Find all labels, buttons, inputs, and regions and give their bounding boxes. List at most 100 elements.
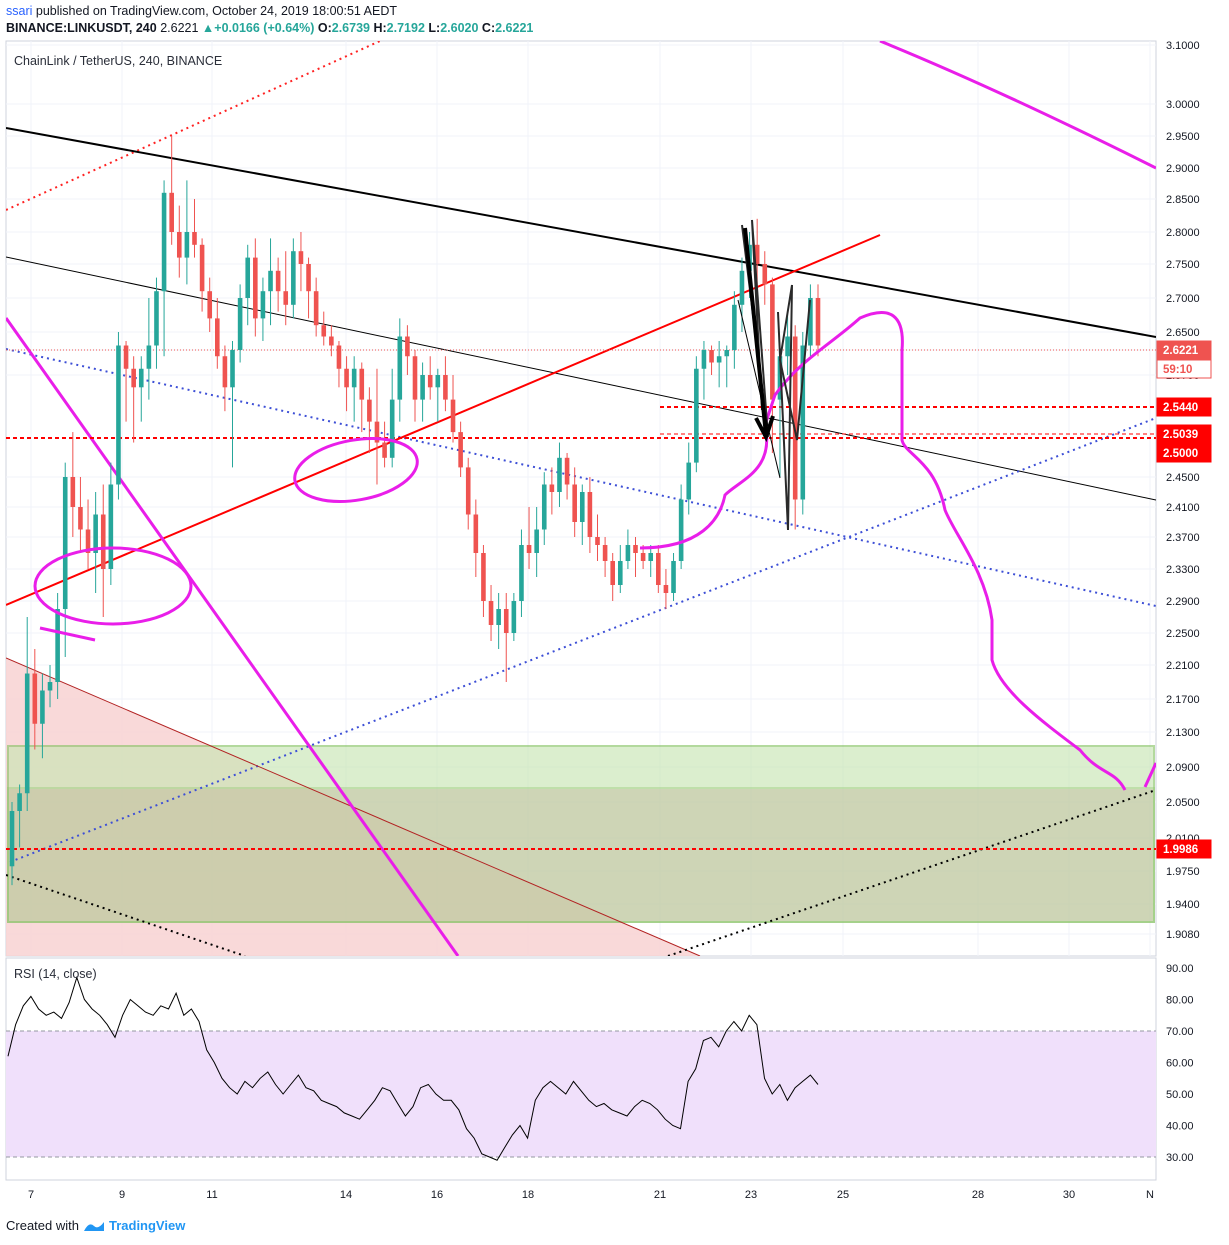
tradingview-brand[interactable]: TradingView	[108, 1218, 186, 1233]
candle[interactable]	[709, 345, 714, 376]
candle[interactable]	[808, 284, 813, 357]
candle[interactable]	[367, 387, 372, 453]
candle[interactable]	[443, 356, 448, 412]
candle[interactable]	[313, 277, 319, 337]
candle[interactable]	[169, 136, 174, 245]
candle[interactable]	[359, 362, 365, 433]
candle[interactable]	[678, 484, 684, 570]
candle[interactable]	[762, 251, 768, 305]
candle[interactable]	[321, 311, 327, 346]
candle[interactable]	[108, 462, 114, 585]
black-thin-trendline[interactable]	[6, 256, 1156, 501]
candle[interactable]	[602, 537, 608, 577]
candle[interactable]	[215, 298, 220, 369]
candle[interactable]	[610, 553, 615, 601]
price-axis[interactable]: 3.1000 3.0000 2.9500 2.9000 2.8500 2.8000 2.75…	[1166, 40, 1200, 941]
candle[interactable]	[557, 442, 562, 507]
candle[interactable]	[374, 368, 380, 485]
candle[interactable]	[405, 325, 410, 375]
candle[interactable]	[131, 356, 136, 443]
black-dotted-rising[interactable]	[667, 789, 1156, 956]
rsi-axis[interactable]: 90.00 80.00 70.00 60.00 50.00 40.00 30.00	[1166, 963, 1194, 1164]
candle[interactable]	[100, 484, 106, 618]
candle[interactable]	[40, 673, 45, 759]
candle[interactable]	[344, 356, 349, 412]
candle[interactable]	[412, 350, 418, 422]
magenta-tail-right[interactable]	[1143, 762, 1156, 788]
candle[interactable]	[9, 802, 15, 886]
candle[interactable]	[397, 318, 403, 422]
black-upper-trendline[interactable]	[6, 127, 1156, 338]
candle[interactable]	[17, 784, 22, 848]
candle[interactable]	[55, 593, 60, 699]
candle[interactable]	[595, 514, 600, 562]
candle[interactable]	[78, 477, 83, 553]
candle[interactable]	[154, 277, 159, 369]
candle[interactable]	[138, 356, 144, 422]
candle[interactable]	[207, 277, 212, 332]
candle[interactable]	[62, 462, 68, 657]
candle[interactable]	[481, 545, 486, 617]
candle[interactable]	[496, 593, 501, 649]
candle[interactable]	[268, 238, 273, 326]
magenta-underline-left[interactable]	[39, 626, 96, 642]
candle[interactable]	[351, 356, 357, 422]
candle[interactable]	[427, 356, 433, 400]
candle[interactable]	[625, 529, 631, 570]
candle[interactable]	[716, 341, 722, 388]
candle[interactable]	[534, 507, 539, 577]
candle[interactable]	[306, 257, 311, 319]
candle[interactable]	[488, 585, 494, 641]
candle[interactable]	[184, 180, 190, 285]
candle[interactable]	[663, 569, 669, 609]
candle[interactable]	[549, 467, 555, 515]
candle[interactable]	[260, 277, 266, 341]
candle[interactable]	[511, 593, 517, 641]
candle[interactable]	[329, 325, 334, 357]
candle[interactable]	[694, 356, 699, 473]
candle[interactable]	[389, 368, 395, 468]
author-name[interactable]: ssari	[6, 4, 33, 18]
candle[interactable]	[526, 507, 532, 569]
magenta-circle-left[interactable]	[33, 546, 193, 626]
candle[interactable]	[253, 238, 258, 337]
candle[interactable]	[176, 205, 182, 278]
candle[interactable]	[465, 457, 471, 530]
candle[interactable]	[815, 284, 821, 357]
candle[interactable]	[47, 665, 53, 708]
candle[interactable]	[450, 375, 456, 443]
candle[interactable]	[503, 593, 509, 682]
candle[interactable]	[579, 484, 585, 546]
candle[interactable]	[336, 341, 342, 388]
magenta-diagonal-line[interactable]	[6, 317, 460, 956]
candle[interactable]	[245, 244, 251, 326]
candle[interactable]	[283, 251, 289, 326]
candle[interactable]	[24, 617, 30, 811]
candle[interactable]	[739, 257, 745, 332]
candle[interactable]	[671, 553, 676, 601]
candle[interactable]	[161, 180, 167, 357]
candle[interactable]	[123, 341, 129, 422]
candle[interactable]	[435, 368, 441, 422]
candle[interactable]	[222, 345, 228, 412]
candle[interactable]	[93, 492, 98, 593]
candle[interactable]	[291, 238, 296, 319]
candle[interactable]	[382, 421, 387, 468]
red-dotted-trendline[interactable]	[6, 41, 381, 211]
candle[interactable]	[116, 332, 121, 500]
chart-canvas[interactable]: 3.1000 3.0000 2.9500 2.9000 2.8500 2.8000 2.75…	[0, 0, 1229, 1210]
candle[interactable]	[146, 298, 152, 400]
candle[interactable]	[237, 284, 243, 363]
candle[interactable]	[587, 477, 593, 553]
tradingview-logo-icon[interactable]	[83, 1219, 105, 1233]
candle[interactable]	[420, 362, 425, 422]
candle[interactable]	[473, 499, 479, 578]
blue-dotted-upper[interactable]	[6, 348, 1156, 607]
candle[interactable]	[572, 467, 577, 537]
candle[interactable]	[458, 421, 463, 477]
candle[interactable]	[564, 453, 570, 500]
magenta-circle-mid[interactable]	[290, 430, 423, 511]
candle[interactable]	[85, 499, 91, 570]
candle[interactable]	[656, 545, 661, 593]
magenta-path-middle[interactable]	[639, 311, 1127, 791]
